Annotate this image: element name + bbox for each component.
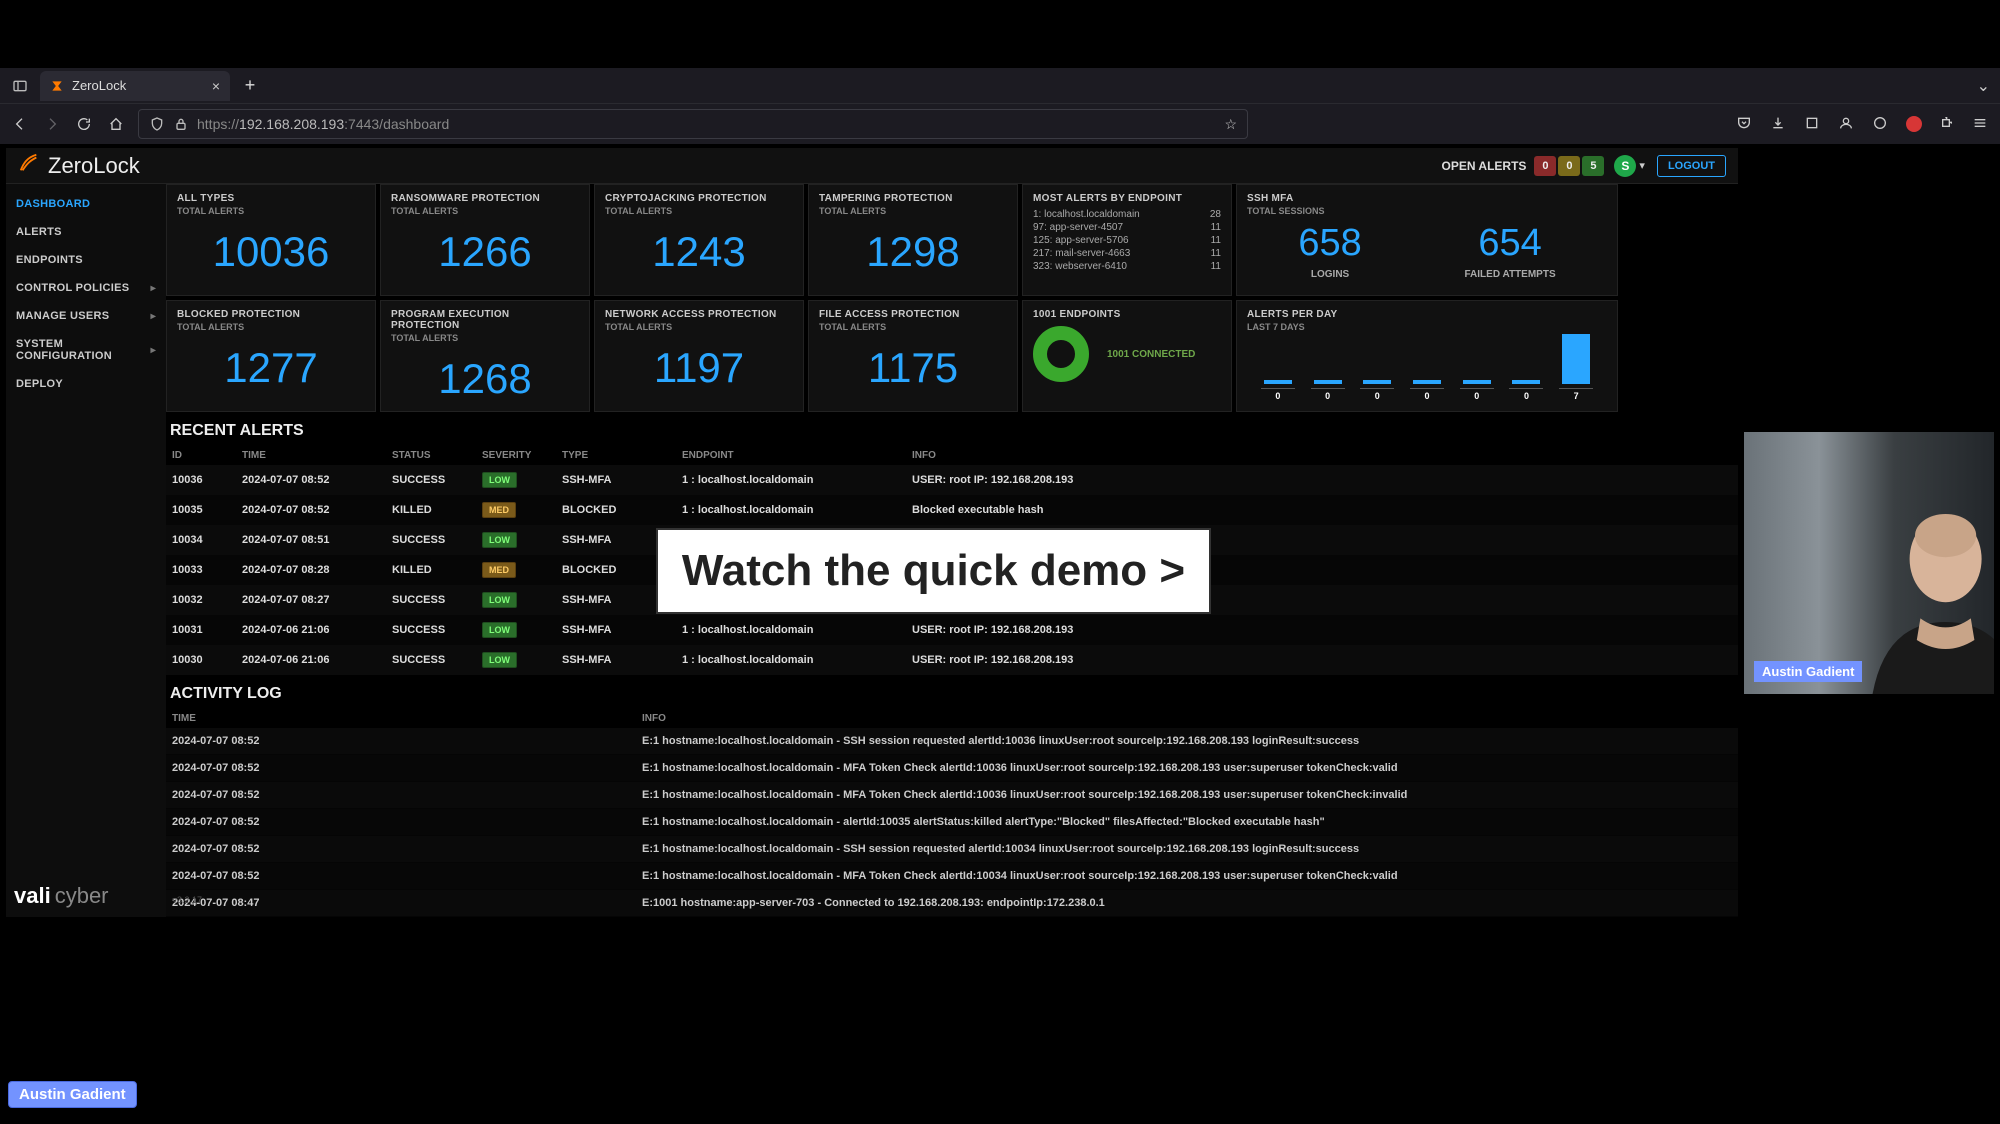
menu-icon[interactable] (1972, 115, 1990, 133)
account-icon[interactable] (1838, 115, 1856, 133)
pocket-icon[interactable] (1736, 115, 1754, 133)
home-button[interactable] (106, 114, 126, 134)
brand: ZeroLock (18, 152, 140, 180)
logout-button[interactable]: LOGOUT (1657, 155, 1726, 177)
sidebar-item-deploy[interactable]: DEPLOY (6, 370, 166, 398)
shield-icon (149, 116, 165, 132)
footer-brand: valicyber v3.2.17 (14, 883, 202, 909)
stat-card[interactable]: RANSOMWARE PROTECTIONTOTAL ALERTS1266 (380, 184, 590, 296)
sidebar-item-manage-users[interactable]: MANAGE USERS▸ (6, 302, 166, 330)
sidebar-item-alerts[interactable]: ALERTS (6, 218, 166, 246)
stat-card[interactable]: FILE ACCESS PROTECTIONTOTAL ALERTS1175 (808, 300, 1018, 412)
tab-close-icon[interactable]: × (212, 78, 220, 94)
ext2-icon[interactable] (1872, 115, 1890, 133)
demo-cta-overlay[interactable]: Watch the quick demo > (656, 528, 1211, 614)
stat-card[interactable]: NETWORK ACCESS PROTECTIONTOTAL ALERTS119… (594, 300, 804, 412)
alert-count-pill[interactable]: 0 (1558, 156, 1580, 176)
ssh-mfa-card[interactable]: SSH MFATOTAL SESSIONS658LOGINS654FAILED … (1236, 184, 1618, 296)
alert-count-pill[interactable]: 0 (1534, 156, 1556, 176)
activity-log-table: TIMEINFO 2024-07-07 08:52E:1 hostname:lo… (166, 709, 1738, 917)
app-header: ZeroLock OPEN ALERTS 005 S ▾ LOGOUT (6, 148, 1738, 184)
forward-button[interactable] (42, 114, 62, 134)
bookmark-icon[interactable]: ☆ (1224, 116, 1237, 133)
activity-log-header: ACTIVITY LOG (166, 675, 1738, 709)
tab-title: ZeroLock (72, 78, 204, 93)
alert-pills: 005 (1532, 156, 1604, 176)
presenter-name-badge: Austin Gadient (8, 1081, 137, 1108)
stat-card[interactable]: PROGRAM EXECUTION PROTECTIONTOTAL ALERTS… (380, 300, 590, 412)
most-alerts-card[interactable]: MOST ALERTS BY ENDPOINT1: localhost.loca… (1022, 184, 1232, 296)
lock-icon (173, 116, 189, 132)
sidebar-item-dashboard[interactable]: DASHBOARD (6, 190, 166, 218)
reload-button[interactable] (74, 114, 94, 134)
browser-tab[interactable]: ZeroLock × (40, 71, 230, 101)
ext1-icon[interactable] (1804, 115, 1822, 133)
panel-toggle-icon[interactable] (8, 74, 32, 98)
brand-name: ZeroLock (48, 153, 140, 179)
sidebar-item-endpoints[interactable]: ENDPOINTS (6, 246, 166, 274)
recent-alerts-header: RECENT ALERTS (166, 412, 1738, 446)
log-row[interactable]: 2024-07-07 08:52E:1 hostname:localhost.l… (166, 782, 1738, 809)
log-row[interactable]: 2024-07-07 08:47E:1001 hostname:app-serv… (166, 890, 1738, 917)
alert-row[interactable]: 100362024-07-07 08:52SUCCESSLOWSSH-MFA1 … (166, 465, 1738, 495)
extensions-icon[interactable] (1938, 115, 1956, 133)
url-input[interactable]: https://192.168.208.193:7443/dashboard ☆ (138, 109, 1248, 139)
avatar-chevron-icon[interactable]: ▾ (1639, 159, 1645, 172)
sidebar: DASHBOARDALERTSENDPOINTSCONTROL POLICIES… (6, 184, 166, 917)
url-text: https://192.168.208.193:7443/dashboard (197, 116, 449, 132)
stat-card[interactable]: TAMPERING PROTECTIONTOTAL ALERTS1298 (808, 184, 1018, 296)
back-button[interactable] (10, 114, 30, 134)
record-icon[interactable] (1906, 116, 1922, 132)
stats-cards-grid: ALL TYPESTOTAL ALERTS10036RANSOMWARE PRO… (166, 184, 1738, 412)
video-presenter-name: Austin Gadient (1754, 661, 1862, 682)
tab-bar: ZeroLock × + ⌄ (0, 68, 2000, 104)
avatar[interactable]: S (1614, 155, 1636, 177)
endpoints-card[interactable]: 1001 ENDPOINTS1001 CONNECTED (1022, 300, 1232, 412)
log-row[interactable]: 2024-07-07 08:52E:1 hostname:localhost.l… (166, 836, 1738, 863)
open-alerts-label: OPEN ALERTS (1442, 159, 1527, 173)
browser-window: ZeroLock × + ⌄ https://192.168.208.193:7… (0, 68, 2000, 144)
new-tab-button[interactable]: + (238, 74, 262, 98)
log-row[interactable]: 2024-07-07 08:52E:1 hostname:localhost.l… (166, 755, 1738, 782)
log-row[interactable]: 2024-07-07 08:52E:1 hostname:localhost.l… (166, 809, 1738, 836)
alert-row[interactable]: 100312024-07-06 21:06SUCCESSLOWSSH-MFA1 … (166, 615, 1738, 645)
brand-icon (18, 152, 40, 180)
alert-count-pill[interactable]: 5 (1582, 156, 1604, 176)
stat-card[interactable]: ALL TYPESTOTAL ALERTS10036 (166, 184, 376, 296)
sidebar-item-control-policies[interactable]: CONTROL POLICIES▸ (6, 274, 166, 302)
download-icon[interactable] (1770, 115, 1788, 133)
log-row[interactable]: 2024-07-07 08:52E:1 hostname:localhost.l… (166, 863, 1738, 890)
log-row[interactable]: 2024-07-07 08:52E:1 hostname:localhost.l… (166, 728, 1738, 755)
alerts-chart-card[interactable]: ALERTS PER DAYLAST 7 DAYS0000007 (1236, 300, 1618, 412)
alert-row[interactable]: 100302024-07-06 21:06SUCCESSLOWSSH-MFA1 … (166, 645, 1738, 675)
stat-card[interactable]: CRYPTOJACKING PROTECTIONTOTAL ALERTS1243 (594, 184, 804, 296)
alert-row[interactable]: 100352024-07-07 08:52KILLEDMEDBLOCKED1 :… (166, 495, 1738, 525)
sidebar-item-system-configuration[interactable]: SYSTEM CONFIGURATION▸ (6, 330, 166, 370)
address-bar: https://192.168.208.193:7443/dashboard ☆ (0, 104, 2000, 144)
video-thumbnail[interactable]: Austin Gadient (1744, 432, 1994, 694)
tabs-overflow-icon[interactable]: ⌄ (1977, 76, 1990, 96)
tab-favicon-icon (50, 79, 64, 93)
stat-card[interactable]: BLOCKED PROTECTIONTOTAL ALERTS1277 (166, 300, 376, 412)
